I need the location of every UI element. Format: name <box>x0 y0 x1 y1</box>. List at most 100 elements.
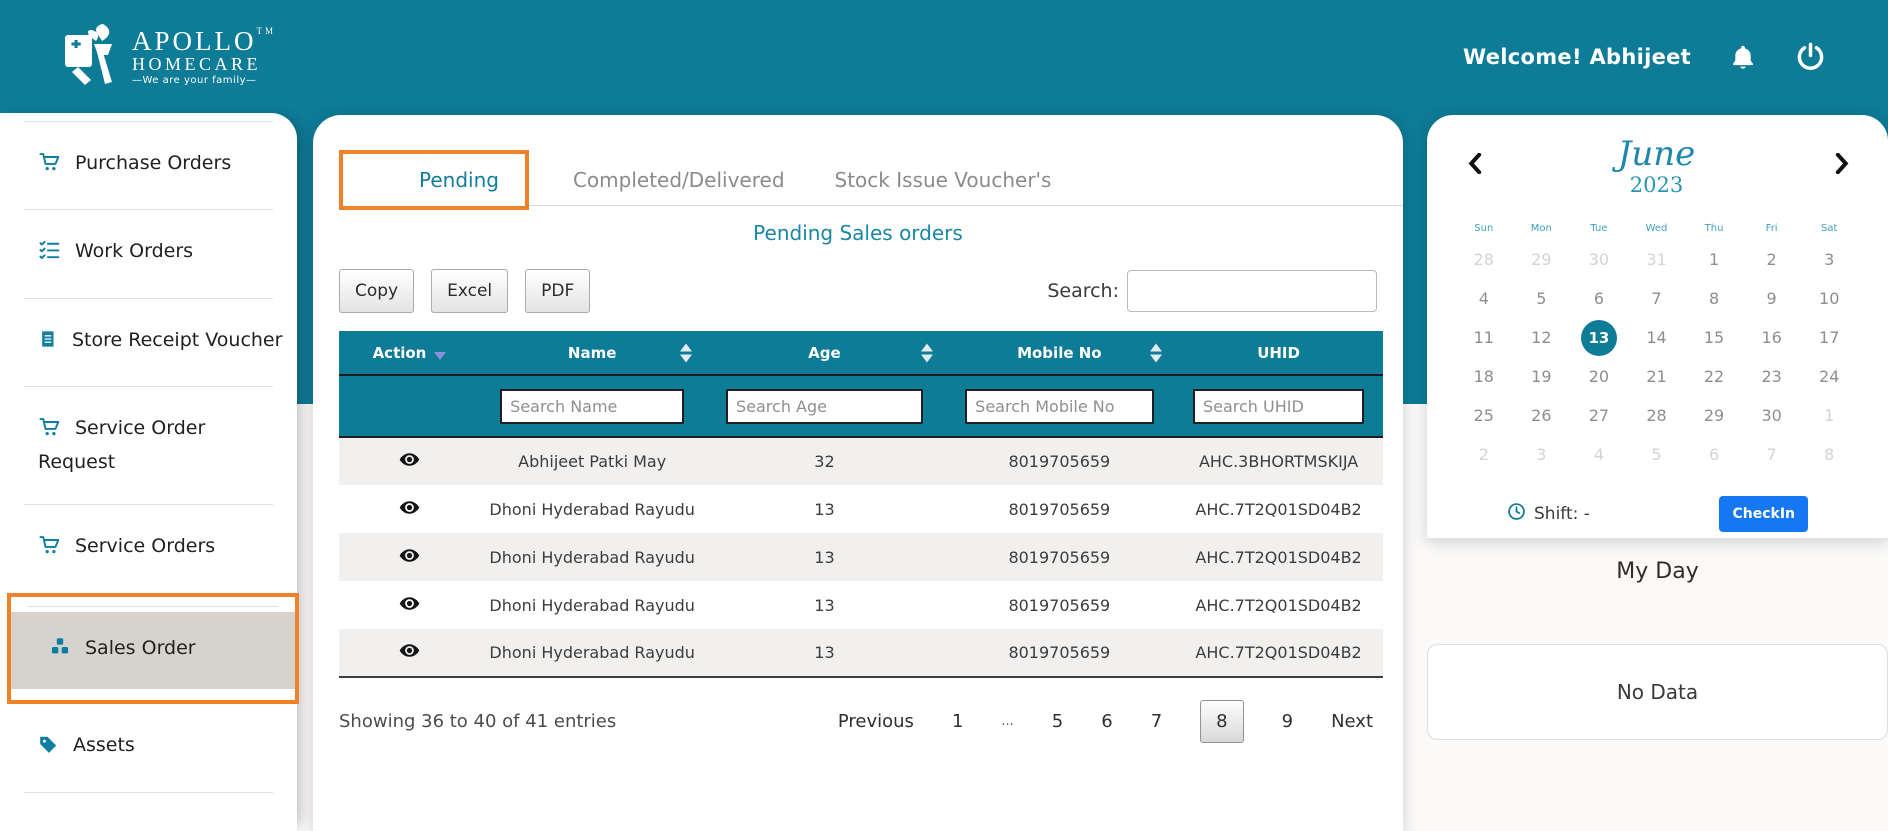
calendar-day[interactable]: 31 <box>1628 240 1686 279</box>
calendar-day[interactable]: 1 <box>1800 396 1858 435</box>
cell-uhid: AHC.3BHORTMSKIJA <box>1174 437 1383 485</box>
calendar-day[interactable]: 19 <box>1513 357 1571 396</box>
calendar-day[interactable]: 15 <box>1685 318 1743 357</box>
sidebar-item-store-receipt-voucher[interactable]: Store Receipt Voucher <box>0 299 297 386</box>
calendar-day[interactable]: 29 <box>1513 240 1571 279</box>
calendar-next-icon[interactable] <box>1835 153 1850 178</box>
calendar-day[interactable]: 4 <box>1455 279 1513 318</box>
calendar-day[interactable]: 1 <box>1685 240 1743 279</box>
calendar-day[interactable]: 9 <box>1743 279 1801 318</box>
pagination-previous[interactable]: Previous <box>838 711 914 732</box>
calendar-day[interactable]: 11 <box>1455 318 1513 357</box>
calendar-day[interactable]: 28 <box>1628 396 1686 435</box>
sidebar-item-label: Work Orders <box>75 240 193 262</box>
logo-line1: APOLLO <box>132 26 257 56</box>
sidebar-item-service-order-request[interactable]: Service Order Request <box>0 387 297 504</box>
calendar-day[interactable]: 4 <box>1570 435 1628 474</box>
notifications-bell-icon[interactable] <box>1729 43 1757 71</box>
calendar-day[interactable]: 24 <box>1800 357 1858 396</box>
calendar-day[interactable]: 21 <box>1628 357 1686 396</box>
logout-power-icon[interactable] <box>1795 41 1826 72</box>
filter-uhid-input[interactable] <box>1193 389 1364 424</box>
calendar-day[interactable]: 26 <box>1513 396 1571 435</box>
column-header-name[interactable]: Name <box>480 331 704 375</box>
calendar-day[interactable]: 7 <box>1743 435 1801 474</box>
column-label: Name <box>568 344 616 362</box>
calendar-day[interactable]: 3 <box>1800 240 1858 279</box>
calendar-day[interactable]: 30 <box>1570 240 1628 279</box>
view-eye-icon[interactable] <box>399 640 420 661</box>
cart-icon <box>38 150 61 182</box>
view-eye-icon[interactable] <box>399 545 420 566</box>
checkin-button[interactable]: CheckIn <box>1719 496 1808 532</box>
calendar-day[interactable]: 22 <box>1685 357 1743 396</box>
pagination-next[interactable]: Next <box>1331 711 1373 732</box>
calendar-day[interactable]: 16 <box>1743 318 1801 357</box>
cell-mobile: 8019705659 <box>945 533 1175 581</box>
calendar-day-selected[interactable]: 13 <box>1570 318 1628 357</box>
tab-pending[interactable]: Pending <box>419 168 499 192</box>
pagination-page-5[interactable]: 5 <box>1052 711 1063 732</box>
calendar-day[interactable]: 29 <box>1685 396 1743 435</box>
table-row: Dhoni Hyderabad Rayudu 13 8019705659 AHC… <box>339 485 1383 533</box>
pagination-page-1[interactable]: 1 <box>952 711 963 732</box>
view-eye-icon[interactable] <box>399 449 420 470</box>
calendar-prev-icon[interactable] <box>1467 153 1482 178</box>
sidebar-item-purchase-orders[interactable]: Purchase Orders <box>0 122 297 209</box>
cell-mobile: 8019705659 <box>945 581 1175 629</box>
sidebar-item-sales-order[interactable]: Sales Order <box>11 612 295 689</box>
sort-icon <box>921 343 933 362</box>
calendar-day[interactable]: 28 <box>1455 240 1513 279</box>
tab-completed-delivered[interactable]: Completed/Delivered <box>573 168 785 192</box>
column-header-uhid[interactable]: UHID <box>1174 331 1383 375</box>
shift-label-wrap: Shift: - <box>1507 502 1590 526</box>
column-header-mobile-no[interactable]: Mobile No <box>945 331 1175 375</box>
calendar-day[interactable]: 23 <box>1743 357 1801 396</box>
excel-button[interactable]: Excel <box>431 269 508 313</box>
calendar-day[interactable]: 6 <box>1570 279 1628 318</box>
global-search: Search: <box>1047 270 1377 312</box>
calendar-day[interactable]: 2 <box>1455 435 1513 474</box>
sidebar-item-service-orders[interactable]: Service Orders <box>0 505 297 592</box>
logo-tm: TM <box>257 26 277 36</box>
calendar-day[interactable]: 14 <box>1628 318 1686 357</box>
calendar-day[interactable]: 5 <box>1513 279 1571 318</box>
filter-mobile-input[interactable] <box>965 389 1153 424</box>
calendar-day[interactable]: 20 <box>1570 357 1628 396</box>
calendar-day[interactable]: 18 <box>1455 357 1513 396</box>
sort-icon <box>680 343 692 362</box>
pagination-page-9[interactable]: 9 <box>1282 711 1293 732</box>
app-root: APOLLOTM HOMECARE —We are your family— W… <box>0 0 1888 831</box>
calendar-header: June 2023 <box>1455 137 1858 211</box>
calendar-day[interactable]: 8 <box>1685 279 1743 318</box>
filter-age-input[interactable] <box>726 389 923 424</box>
pagination-page-6[interactable]: 6 <box>1101 711 1112 732</box>
calendar-day[interactable]: 27 <box>1570 396 1628 435</box>
global-search-input[interactable] <box>1127 270 1377 312</box>
tab-stock-issue-vouchers[interactable]: Stock Issue Voucher's <box>835 168 1052 192</box>
calendar-day[interactable]: 7 <box>1628 279 1686 318</box>
calendar-day[interactable]: 8 <box>1800 435 1858 474</box>
filter-name-input[interactable] <box>500 389 684 424</box>
sidebar-item-work-orders[interactable]: Work Orders <box>0 210 297 297</box>
copy-button[interactable]: Copy <box>339 269 414 313</box>
calendar-day[interactable]: 2 <box>1743 240 1801 279</box>
calendar-day[interactable]: 10 <box>1800 279 1858 318</box>
pdf-button[interactable]: PDF <box>525 269 590 313</box>
calendar-day[interactable]: 30 <box>1743 396 1801 435</box>
pagination-page-7[interactable]: 7 <box>1151 711 1162 732</box>
calendar-day[interactable]: 3 <box>1513 435 1571 474</box>
calendar-dayname: Mon <box>1513 223 1571 234</box>
view-eye-icon[interactable] <box>399 497 420 518</box>
column-header-action[interactable]: Action <box>339 331 480 375</box>
calendar-day[interactable]: 17 <box>1800 318 1858 357</box>
pagination-page-8[interactable]: 8 <box>1200 700 1243 743</box>
calendar-day[interactable]: 12 <box>1513 318 1571 357</box>
calendar-day[interactable]: 25 <box>1455 396 1513 435</box>
calendar-day[interactable]: 5 <box>1628 435 1686 474</box>
view-eye-icon[interactable] <box>399 593 420 614</box>
calendar-day[interactable]: 6 <box>1685 435 1743 474</box>
sidebar-item-assets[interactable]: Assets <box>0 704 297 791</box>
column-header-age[interactable]: Age <box>704 331 944 375</box>
apollo-logo-mark <box>64 22 122 92</box>
